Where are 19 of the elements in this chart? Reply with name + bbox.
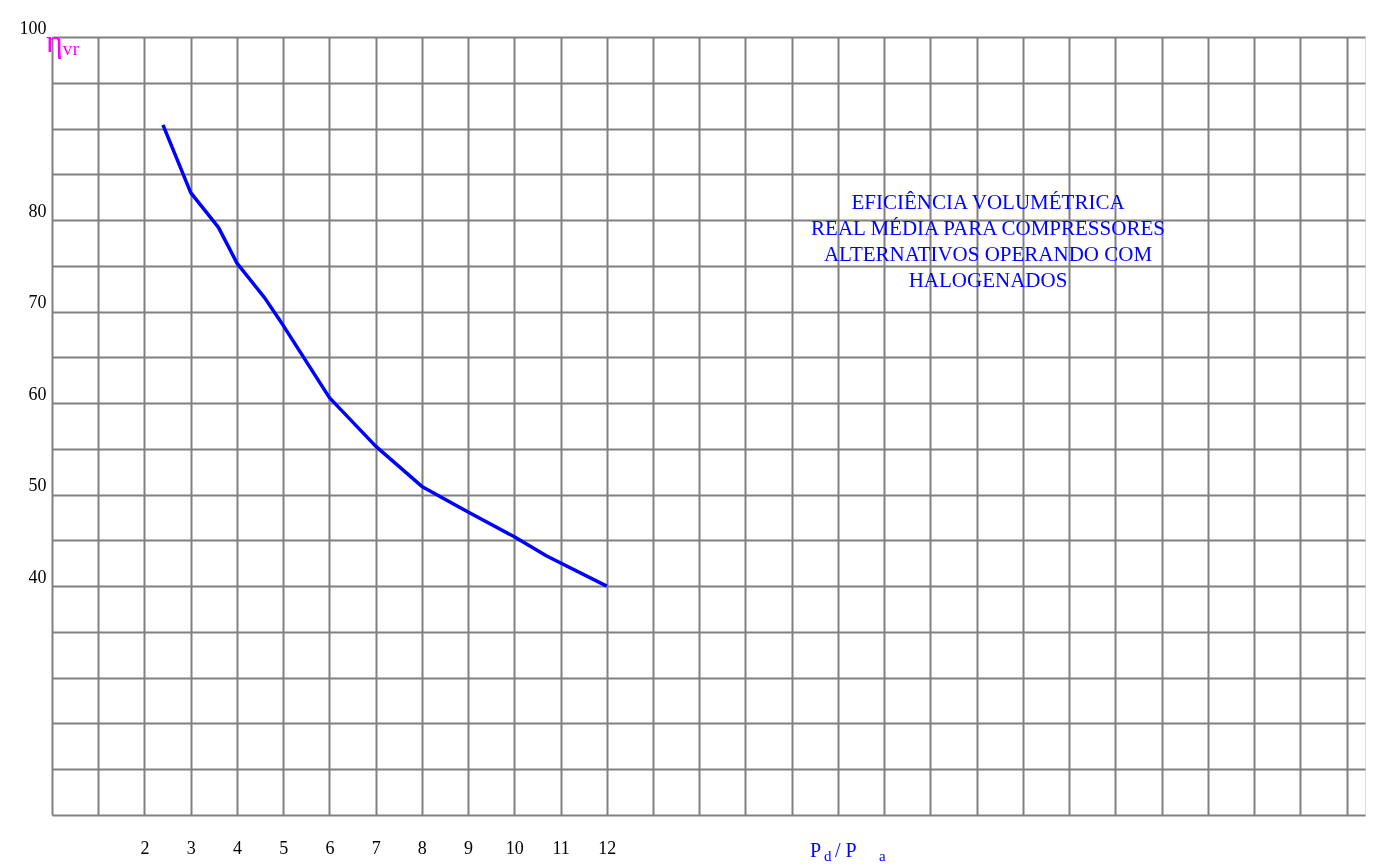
y-axis-title: ηᵥᵣ: [46, 23, 80, 59]
y-tick-label: 40: [28, 566, 47, 587]
text: EFICIÊNCIA VOLUMÉTRICA REAL MÉDIA PARA COMPRESSORES ALTERNATIVOS OPERANDO COM HALOGENADOS: [811, 190, 1165, 292]
x-tick-label: 10: [505, 837, 524, 858]
x-tick-label: 5: [279, 837, 289, 858]
y-tick-label: 80: [28, 200, 47, 221]
y-tick-label: 50: [28, 475, 47, 496]
x-tick-label: 11: [552, 837, 570, 858]
x-tick-label: 7: [371, 837, 381, 858]
x-tick-label: 8: [417, 837, 427, 858]
y-tick-label: 100: [19, 17, 47, 38]
y-tick-label: 70: [28, 292, 47, 313]
x-tick-label: 6: [325, 837, 335, 858]
x-tick-label: 9: [464, 837, 474, 858]
x-tick-label: 3: [186, 837, 196, 858]
y-tick-label: 60: [28, 383, 47, 404]
x-tick-label: 2: [140, 837, 150, 858]
x-tick-label: 4: [232, 837, 242, 858]
x-tick-label: 12: [598, 837, 617, 858]
